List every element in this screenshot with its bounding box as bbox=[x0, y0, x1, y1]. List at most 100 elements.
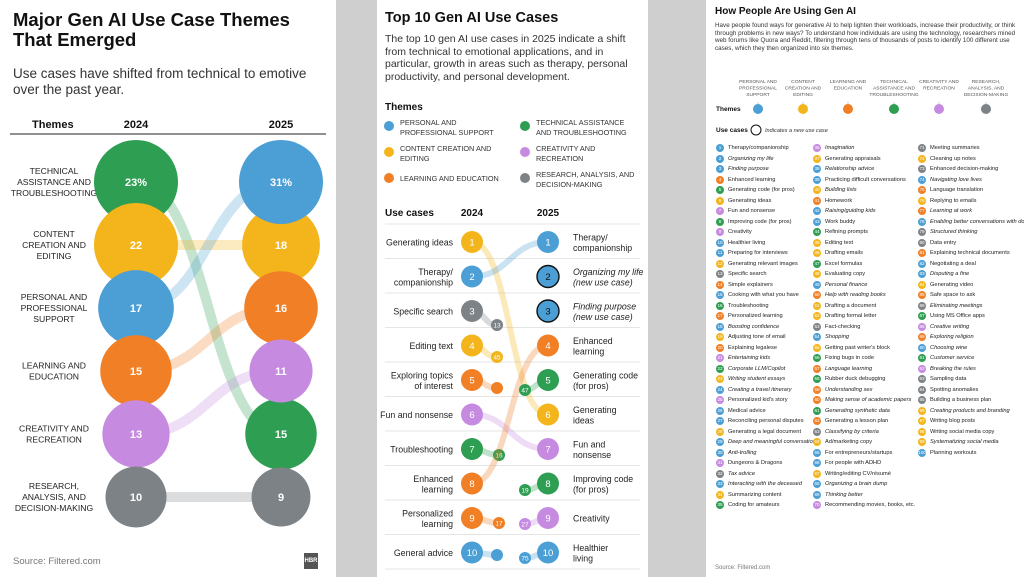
top10-bump-chart: Use cases 2024 202513451617471927751Genera… bbox=[380, 208, 644, 570]
rank-2025-bubble bbox=[537, 507, 559, 529]
use-case-item: 5 Generating code (for pros) bbox=[716, 185, 795, 196]
use-case-item: 92 Breaking the rules bbox=[918, 364, 976, 375]
rank-2024-number: 1 bbox=[469, 238, 474, 249]
use-case-rank-bubble: 8 bbox=[716, 217, 724, 226]
use-case-item: 74 Navigating love lives bbox=[918, 175, 982, 186]
hbr-logo: HBR bbox=[304, 553, 318, 569]
use-case-label: Practicing difficult conversations bbox=[825, 176, 906, 183]
use-case-item: 80 Data entry bbox=[918, 238, 956, 249]
rank-2024-bubble bbox=[461, 403, 483, 426]
offchart-rank-value: 17 bbox=[495, 521, 503, 528]
use-case-item: 48 Evaluating copy bbox=[813, 269, 865, 280]
rank-2024-bubble bbox=[461, 472, 483, 495]
use-case-item: 81 Explaining technical documents bbox=[918, 248, 1010, 259]
use-case-rank-bubble: 87 bbox=[918, 312, 926, 321]
rank-2024-bubble bbox=[461, 369, 483, 391]
rank-2025-number: 8 bbox=[545, 479, 550, 490]
theme-row-label: TECHNICAL bbox=[30, 166, 79, 176]
use-case-rank-bubble: 39 bbox=[813, 175, 821, 184]
use-case-rank-bubble: 97 bbox=[918, 417, 926, 426]
use-case-rank-bubble: 51 bbox=[813, 301, 821, 310]
use-case-rank-bubble: 55 bbox=[813, 343, 821, 352]
use-case-label: Generating synthetic data bbox=[825, 407, 890, 414]
use-case-item: 2 Organizing my life bbox=[716, 154, 774, 165]
bubble-2024-value: 23% bbox=[125, 177, 147, 189]
use-case-label: Explaining legalese bbox=[728, 344, 778, 351]
rank-2024-label: companionship bbox=[394, 277, 453, 287]
use-case-label: Enhanced learning bbox=[728, 176, 776, 183]
use-case-rank-bubble: 88 bbox=[918, 322, 926, 331]
use-case-rank-bubble: 58 bbox=[813, 375, 821, 384]
use-case-item: 69 Thinking better bbox=[813, 490, 863, 501]
rank-2025-bubble bbox=[537, 369, 559, 391]
offchart-rank-value: 47 bbox=[521, 388, 529, 395]
use-case-label: Writing/editing CV/résumé bbox=[825, 470, 891, 477]
use-case-label: Explaining technical documents bbox=[930, 250, 1010, 257]
theme-legend-swatch bbox=[384, 121, 394, 131]
use-case-item: 78 Enabling better conversations with doc… bbox=[918, 217, 1024, 228]
use-case-label: Creating a travel itinerary bbox=[728, 386, 792, 393]
use-case-rank-bubble: 17 bbox=[716, 312, 724, 321]
use-case-label: Choosing wine bbox=[930, 344, 968, 351]
use-case-rank-bubble: 71 bbox=[918, 144, 926, 153]
use-case-rank-bubble: 31 bbox=[716, 459, 724, 468]
offchart-rank-bubble bbox=[519, 484, 531, 496]
use-case-rank-bubble: 100 bbox=[918, 448, 926, 457]
panel3-title: How People Are Using Gen AI bbox=[715, 6, 856, 17]
use-case-rank-bubble: 77 bbox=[918, 207, 926, 216]
use-case-item: 14 Simple explainers bbox=[716, 280, 773, 291]
use-case-rank-bubble: 62 bbox=[813, 417, 821, 426]
rank-2025-label: living bbox=[573, 553, 593, 563]
use-case-rank-bubble: 29 bbox=[716, 438, 724, 447]
rank-2025-label: (new use case) bbox=[573, 312, 633, 322]
use-case-label: Rubber duck debugging bbox=[825, 376, 886, 383]
theme-legend-label: LEARNING AND EDUCATION bbox=[400, 174, 499, 183]
new-use-case-legend-label: Indicates a new use case bbox=[765, 128, 828, 134]
bubble-2024-value: 15 bbox=[130, 366, 142, 378]
use-case-rank-bubble: 10 bbox=[716, 238, 724, 247]
offchart-rank-value: 27 bbox=[521, 522, 529, 529]
use-case-rank-bubble: 34 bbox=[716, 490, 724, 499]
use-case-item: 88 Creative writing bbox=[918, 322, 969, 333]
use-case-item: 62 Generating a lesson plan bbox=[813, 416, 888, 427]
use-case-label: Boosting confidence bbox=[728, 323, 780, 330]
use-case-item: 84 Generating video bbox=[918, 280, 973, 291]
rank-2025-bubble bbox=[536, 299, 560, 323]
year-2024-header: 2024 bbox=[461, 208, 484, 219]
use-case-label: Interacting with the deceased bbox=[728, 481, 802, 488]
rank-2025-bubble bbox=[537, 334, 559, 357]
year-2025-header: 2025 bbox=[537, 208, 560, 219]
use-case-label: Planning workouts bbox=[930, 449, 977, 456]
theme-dot bbox=[798, 104, 808, 114]
use-case-rank-bubble: 35 bbox=[716, 501, 724, 510]
use-case-label: Creative writing bbox=[930, 323, 970, 330]
use-case-rank-bubble: 30 bbox=[716, 448, 724, 457]
use-case-item: 50 Help with reading books bbox=[813, 290, 886, 301]
panel1-subtitle: Use cases have shifted from technical to… bbox=[13, 66, 307, 97]
theme-row-label: PROFESSIONAL bbox=[21, 303, 88, 313]
use-cases-panel: How People Are Using Gen AI Have people … bbox=[706, 0, 1024, 577]
use-case-item: 11 Preparing for interviews bbox=[716, 248, 788, 259]
use-case-label: Language learning bbox=[825, 365, 873, 372]
use-case-item: 16 Troubleshooting bbox=[716, 301, 769, 312]
offchart-rank-bubble bbox=[493, 517, 505, 529]
use-case-rank-bubble: 48 bbox=[813, 270, 821, 279]
use-case-item: 33 Interacting with the deceased bbox=[716, 479, 802, 490]
offchart-rank-bubble bbox=[519, 552, 531, 564]
bubble-2024 bbox=[94, 140, 178, 224]
theme-legend-label: CREATIVITY AND bbox=[536, 144, 595, 153]
panel1-source: Source: Filtered.com bbox=[13, 556, 101, 567]
use-case-rank-bubble: 23 bbox=[716, 375, 724, 384]
rank-2025-label: (new use case) bbox=[573, 277, 633, 287]
theme-dot bbox=[753, 104, 763, 114]
use-case-item: 60 Making sense of academic papers bbox=[813, 395, 911, 406]
panel2-themes-heading: Themes bbox=[385, 102, 423, 113]
use-case-item: 56 Fixing bugs in code bbox=[813, 353, 874, 364]
use-case-label: Corporate LLM/Copilot bbox=[728, 365, 786, 372]
offchart-rank-bubble bbox=[491, 382, 503, 394]
panel3-theme-legend: PERSONAL ANDPROFESSIONALSUPPORTCONTENTCR… bbox=[716, 79, 1008, 136]
use-case-item: 68 Organizing a brain dump bbox=[813, 479, 887, 490]
use-case-label: Recommending movies, books, etc. bbox=[825, 502, 916, 509]
rank-2025-bubble bbox=[537, 472, 559, 495]
